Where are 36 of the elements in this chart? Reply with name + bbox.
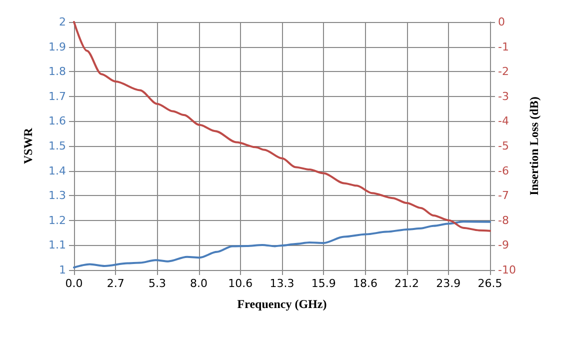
y-tick-label: 1.8 [48,65,66,78]
y2-tick-label: -4 [498,114,509,128]
y2-tick-label: 0 [498,16,505,28]
y2-tick-label: -6 [498,164,509,178]
y-tick-label: 1.5 [48,140,66,152]
y2-tick-label: -8 [498,214,509,227]
y-axis-title: VSWR [21,128,35,164]
x-tick-label: 8.0 [190,277,208,290]
y-tick-label: 1 [59,264,66,276]
x-tick-label: 18.6 [352,277,378,290]
y2-tick-label: -10 [498,264,516,276]
x-tick-label: 0.0 [65,277,83,290]
x-tick-label: 21.2 [394,277,420,290]
x-tick-label: 23.9 [436,277,461,290]
x-axis-title: Frequency (GHz) [237,297,327,311]
y-tick-label: 1.9 [48,40,66,54]
y-tick-label: 2 [59,16,66,28]
y2-tick-label: -2 [498,65,509,78]
y-tick-label: 1.4 [48,164,66,178]
y-tick-label: 1.6 [48,114,66,128]
y-tick-label: 1.2 [48,214,66,227]
x-tick-label: 26.5 [478,277,502,290]
y2-tick-label: -3 [498,90,509,103]
y2-tick-label: -5 [498,140,509,152]
x-tick-label: 15.9 [311,277,336,290]
y-tick-label: 1.7 [48,90,66,103]
y2-tick-label: -9 [498,238,509,252]
y-tick-label: 1.3 [48,189,66,202]
x-tick-label: 10.6 [228,277,253,290]
y2-tick-label: -1 [498,40,509,54]
y2-axis-title: Insertion Loss (dB) [527,96,541,196]
x-tick-label: 5.3 [148,277,166,290]
x-tick-label: 13.3 [270,277,294,290]
x-tick-label: 2.7 [106,277,124,290]
y-tick-label: 1.1 [48,238,66,252]
y2-tick-label: -7 [498,189,509,202]
